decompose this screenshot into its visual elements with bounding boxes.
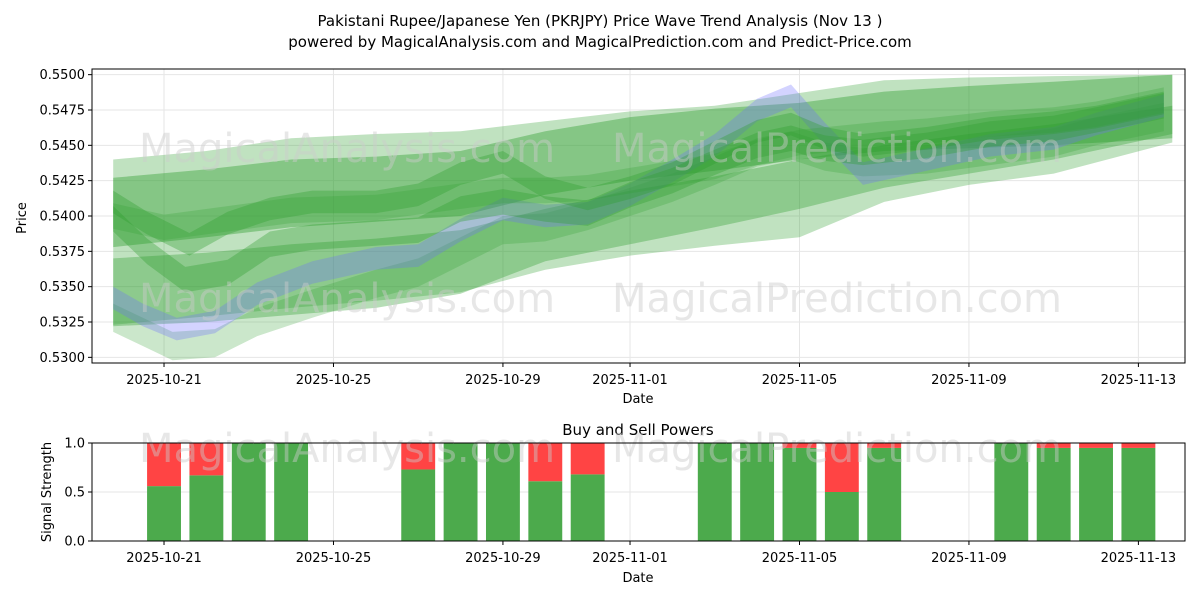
buy-bar <box>994 443 1029 541</box>
price-x-tick-label: 2025-11-01 <box>592 373 668 388</box>
price-y-tick-label: 0.5300 <box>40 351 86 366</box>
price-axes: 2025-10-21 2025-10-25 2025-10-29 2025-11-01… <box>40 68 1177 388</box>
power-axes: 2025-10-21 2025-10-25 2025-10-29 2025-11-01… <box>64 437 1176 567</box>
chart-title-line1: Pakistani Rupee/Japanese Yen (PKRJPY) Pr… <box>318 12 883 30</box>
power-x-tick-label: 2025-11-01 <box>592 551 668 566</box>
series-wave-top <box>113 87 1164 241</box>
price-x-label: Date <box>622 392 653 407</box>
sell-bar <box>401 443 436 470</box>
series-envelope-low <box>113 105 1173 327</box>
price-x-tick-label: 2025-10-21 <box>126 373 202 388</box>
watermark-right-bottom: MagicalPrediction.com <box>612 426 1062 472</box>
price-x-tick-label: 2025-10-25 <box>296 373 372 388</box>
watermark-left-top: MagicalAnalysis.com <box>139 126 555 172</box>
price-y-tick-label: 0.5500 <box>40 68 86 83</box>
power-x-tick-label: 2025-11-09 <box>931 551 1007 566</box>
watermark-right-top: MagicalPrediction.com <box>612 126 1062 172</box>
price-y-tick-label: 0.5400 <box>40 210 86 225</box>
watermark-left-bottom: MagicalAnalysis.com <box>139 426 555 472</box>
buy-bar <box>740 443 775 541</box>
series-wave-mid <box>113 93 1164 293</box>
buy-bar <box>824 492 859 541</box>
sell-bar <box>189 443 224 476</box>
watermark-left-mid: MagicalAnalysis.com <box>139 276 555 322</box>
buy-bar <box>1121 447 1156 541</box>
price-x-tick-label: 2025-11-13 <box>1101 373 1177 388</box>
sell-bar <box>528 443 563 482</box>
series-wave-low <box>113 102 1164 361</box>
sell-bar <box>867 443 902 448</box>
sell-bar <box>570 443 605 475</box>
price-x-tick-label: 2025-11-05 <box>762 373 838 388</box>
price-y-tick-label: 0.5475 <box>40 103 86 118</box>
sell-bar <box>147 443 181 487</box>
series-wave-high <box>113 91 1164 256</box>
sell-bar <box>782 443 817 448</box>
buy-bar <box>485 443 520 541</box>
chart-title-line2: powered by MagicalAnalysis.com and Magic… <box>288 33 912 51</box>
power-panel-title: Buy and Sell Powers <box>562 421 714 439</box>
price-y-tick-label: 0.5425 <box>40 174 86 189</box>
price-grid <box>92 69 1185 363</box>
power-y-tick-label: 0.0 <box>64 535 85 550</box>
power-y-label: Signal Strength <box>40 442 55 542</box>
buy-bar <box>1079 447 1113 541</box>
power-y-tick-label: 0.5 <box>64 486 85 501</box>
buy-bar <box>528 481 563 541</box>
power-x-tick-label: 2025-11-13 <box>1101 551 1177 566</box>
buy-bar <box>231 443 266 541</box>
power-x-tick-label: 2025-11-05 <box>762 551 838 566</box>
power-bars <box>147 443 1156 541</box>
sell-bar <box>1121 443 1156 448</box>
buy-bar <box>867 447 902 541</box>
sell-bar <box>1079 443 1113 448</box>
price-y-tick-label: 0.5325 <box>40 316 86 331</box>
price-y-label: Price <box>15 202 30 234</box>
watermark-right-mid: MagicalPrediction.com <box>612 276 1062 322</box>
buy-bar <box>189 475 224 541</box>
power-y-tick-label: 1.0 <box>64 437 85 452</box>
price-series <box>113 74 1173 361</box>
buy-bar <box>401 469 436 541</box>
price-y-tick-label: 0.5450 <box>40 139 86 154</box>
buy-bar <box>570 474 605 541</box>
price-panel: MagicalAnalysis.com MagicalPrediction.co… <box>15 68 1186 407</box>
price-x-tick-label: 2025-10-29 <box>465 373 541 388</box>
power-x-tick-label: 2025-10-29 <box>465 551 541 566</box>
power-x-tick-label: 2025-10-21 <box>126 551 202 566</box>
buy-bar <box>782 447 817 541</box>
buy-bar <box>697 443 732 541</box>
series-envelope-mid <box>113 74 1173 248</box>
buy-bar <box>147 486 181 541</box>
buy-bar <box>274 443 309 541</box>
price-x-tick-label: 2025-11-09 <box>931 373 1007 388</box>
series-envelope-outer <box>113 74 1173 325</box>
price-y-tick-label: 0.5350 <box>40 280 86 295</box>
sell-bar <box>824 443 859 492</box>
sell-bar <box>1036 443 1071 448</box>
power-panel: Buy and Sell Powers MagicalAnalysis.com … <box>40 421 1186 586</box>
buy-bar <box>1036 447 1071 541</box>
price-y-tick-label: 0.5375 <box>40 245 86 260</box>
power-x-label: Date <box>622 571 653 586</box>
power-x-tick-label: 2025-10-25 <box>296 551 372 566</box>
buy-bar <box>443 443 478 541</box>
series-wave-blue <box>113 84 1164 341</box>
